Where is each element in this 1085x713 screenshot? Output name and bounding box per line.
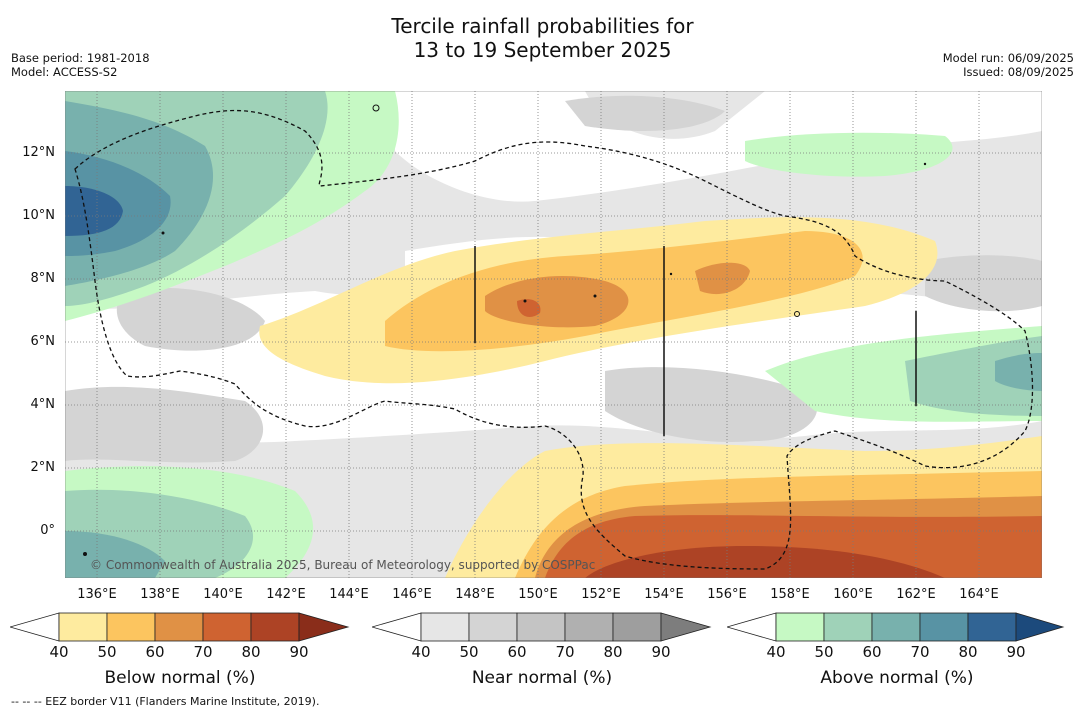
below-tick-70: 70	[193, 643, 213, 661]
meta-right: Model run: 06/09/2025 Issued: 08/09/2025	[943, 51, 1074, 79]
below-70-core	[517, 299, 541, 317]
title-line-1: Tercile rainfall probabilities for	[391, 14, 694, 38]
above-tick-40: 40	[766, 643, 786, 661]
above-tick-50: 50	[814, 643, 834, 661]
x-tick-156e: 156°E	[707, 587, 747, 602]
above-60-east	[995, 353, 1042, 391]
colorbar-below-swatches	[8, 612, 350, 642]
above-tick-90: 90	[1006, 643, 1026, 661]
colorbar-near: 40 50 60 70 80 90 Near normal (%)	[370, 612, 712, 692]
near-tick-90: 90	[651, 643, 671, 661]
near-tick-50: 50	[459, 643, 479, 661]
above-80-nw	[65, 186, 123, 236]
grey-patch-4	[925, 255, 1042, 312]
above-tick-80: 80	[958, 643, 978, 661]
island-markers	[474, 246, 917, 436]
grey-patch-1	[65, 386, 264, 463]
x-tick-162e: 162°E	[896, 587, 936, 602]
base-period-text: Base period: 1981-2018	[11, 51, 150, 65]
above-normal-label: Above normal (%)	[820, 668, 974, 688]
y-tick-6n: 6°N	[30, 334, 56, 349]
eez-border	[74, 109, 1034, 570]
grey-patch-2	[605, 367, 817, 442]
below-60-core	[485, 276, 629, 328]
x-tick-144e: 144°E	[329, 587, 369, 602]
grey-patch-5	[565, 95, 725, 131]
colorbar-near-swatches	[370, 612, 712, 642]
below-tick-60: 60	[145, 643, 165, 661]
x-tick-142e: 142°E	[266, 587, 306, 602]
y-tick-4n: 4°N	[30, 397, 56, 412]
y-tick-10n: 10°N	[22, 208, 55, 223]
y-tick-0: 0°	[40, 523, 55, 538]
map-svg	[64, 90, 1043, 579]
below-normal-label: Below normal (%)	[104, 668, 256, 688]
x-tick-164e: 164°E	[959, 587, 999, 602]
copyright-text: © Commonwealth of Australia 2025, Bureau…	[90, 558, 596, 572]
eez-footnote: -- -- -- EEZ border V11 (Flanders Marine…	[11, 695, 320, 708]
grey-patch-3	[116, 287, 265, 351]
above-light-ne	[745, 132, 953, 177]
x-tick-158e: 158°E	[770, 587, 810, 602]
above-50-east	[905, 336, 1042, 416]
above-60-sw	[65, 531, 165, 578]
islands	[83, 104, 927, 556]
near-tick-40: 40	[411, 643, 431, 661]
below-tick-90: 90	[289, 643, 309, 661]
near-normal-label: Near normal (%)	[471, 668, 613, 688]
x-tick-160e: 160°E	[833, 587, 873, 602]
x-tick-146e: 146°E	[392, 587, 432, 602]
near-tick-60: 60	[507, 643, 527, 661]
near-tick-80: 80	[603, 643, 623, 661]
colorbar-above: 40 50 60 70 80 90 Above normal (%)	[725, 612, 1067, 692]
below-80-south	[585, 546, 945, 578]
x-tick-140e: 140°E	[203, 587, 243, 602]
below-tick-40: 40	[49, 643, 69, 661]
x-tick-150e: 150°E	[518, 587, 558, 602]
white-top	[395, 91, 1042, 202]
colorbar-below: 40 50 60 70 80 90 Below normal (%)	[8, 612, 350, 692]
y-tick-8n: 8°N	[30, 271, 56, 286]
below-tick-80: 80	[241, 643, 261, 661]
y-tick-2n: 2°N	[30, 460, 56, 475]
title-line-2: 13 to 19 September 2025	[413, 38, 672, 62]
x-tick-136e: 136°E	[77, 587, 117, 602]
map-title: Tercile rainfall probabilities for 13 to…	[0, 14, 1085, 62]
near-tick-70: 70	[555, 643, 575, 661]
colorbar-above-swatches	[725, 612, 1065, 642]
y-tick-12n: 12°N	[22, 145, 55, 160]
x-tick-152e: 152°E	[581, 587, 621, 602]
meta-left: Base period: 1981-2018 Model: ACCESS-S2	[11, 51, 150, 79]
x-tick-148e: 148°E	[455, 587, 495, 602]
model-run-text: Model run: 06/09/2025	[942, 51, 1074, 65]
below-tick-50: 50	[97, 643, 117, 661]
model-text: Model: ACCESS-S2	[11, 65, 118, 79]
above-tick-70: 70	[910, 643, 930, 661]
probability-map	[64, 90, 1043, 579]
x-tick-154e: 154°E	[644, 587, 684, 602]
issued-text: Issued: 08/09/2025	[963, 65, 1074, 79]
below-60-core-2	[695, 262, 750, 295]
x-tick-138e: 138°E	[140, 587, 180, 602]
above-tick-60: 60	[862, 643, 882, 661]
